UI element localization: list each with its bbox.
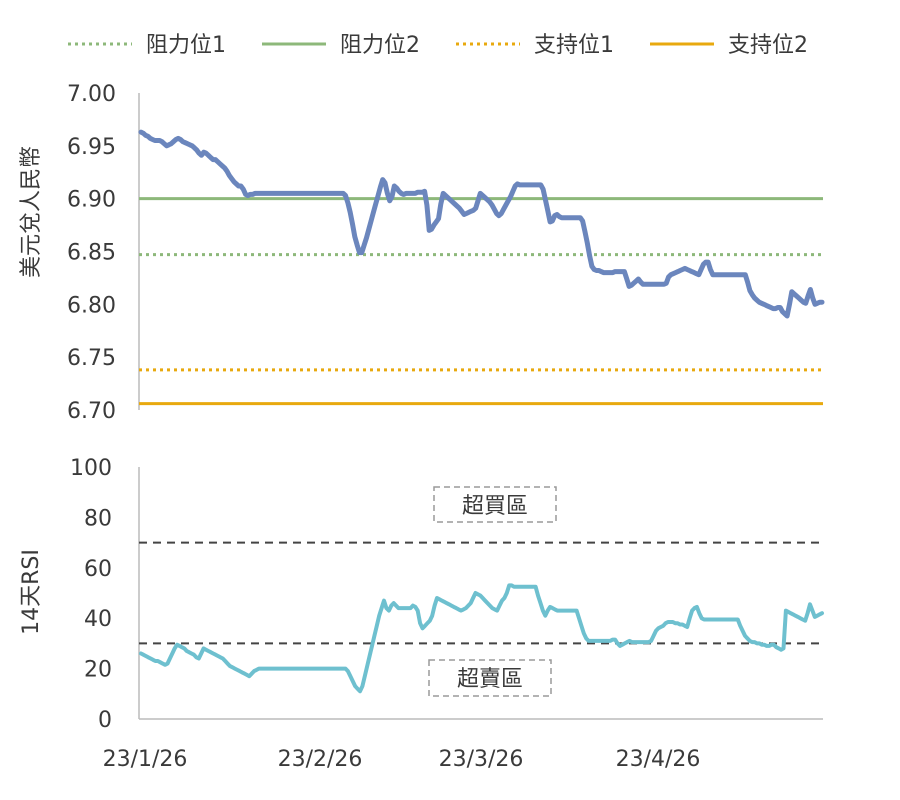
- legend-item-support1: 支持位1: [456, 33, 614, 58]
- oversold-box: [428, 659, 552, 697]
- fx-y-tick-label: 6.95: [67, 135, 116, 160]
- oversold-label: 超賣區: [457, 667, 523, 692]
- overbought-annotation: 超買區: [433, 486, 557, 523]
- overbought-label: 超買區: [462, 494, 528, 519]
- rsi-y-tick-label: 100: [70, 456, 112, 481]
- x-tick-label: 23/1/26: [103, 747, 188, 772]
- fx-y-tick-label: 6.80: [67, 293, 116, 318]
- legend-label-support1: 支持位1: [534, 33, 614, 58]
- x-axis-ticks: 23/1/26 23/2/26 23/3/26 23/4/26: [103, 747, 701, 772]
- oversold-annotation: 超賣區: [428, 659, 552, 697]
- rsi-panel: 14天RSI 100 80 60 40 20 0 超買區 超賣區 23/1/26…: [19, 456, 824, 772]
- overbought-box: [433, 486, 557, 523]
- rsi-y-tick-label: 40: [84, 607, 112, 632]
- x-tick-label: 23/2/26: [278, 747, 363, 772]
- rsi-y-ticks: 100 80 60 40 20 0: [70, 456, 112, 733]
- legend-label-support2: 支持位2: [728, 33, 808, 58]
- rsi-y-axis-title: 14天RSI: [19, 549, 44, 635]
- fx-y-tick-label: 6.90: [67, 188, 116, 213]
- rsi-y-tick-label: 80: [84, 506, 112, 531]
- fx-y-tick-label: 7.00: [67, 82, 116, 107]
- fx-y-tick-label: 6.75: [67, 346, 116, 371]
- fx-y-ticks: 7.00 6.95 6.90 6.85 6.80 6.75 6.70: [67, 82, 116, 424]
- legend-item-support2: 支持位2: [650, 33, 808, 58]
- legend-label-resistance1: 阻力位1: [146, 33, 226, 58]
- x-tick-label: 23/3/26: [439, 747, 524, 772]
- fx-y-tick-label: 6.85: [67, 241, 116, 266]
- legend: 阻力位1 阻力位2 支持位1 支持位2: [68, 33, 808, 58]
- legend-label-resistance2: 阻力位2: [340, 33, 420, 58]
- rsi-y-tick-label: 60: [84, 557, 112, 582]
- rsi-y-tick-label: 20: [84, 658, 112, 683]
- fx-rate-series-line: [138, 129, 825, 319]
- x-tick-label: 23/4/26: [616, 747, 701, 772]
- legend-item-resistance2: 阻力位2: [262, 33, 420, 58]
- rsi-series-line: [139, 583, 824, 694]
- legend-item-resistance1: 阻力位1: [68, 33, 226, 58]
- fx-y-tick-label: 6.70: [67, 399, 116, 424]
- rsi-y-tick-label: 0: [98, 708, 112, 733]
- fx-rate-panel: 美元兌人民幣 7.00 6.95 6.90 6.85 6.80 6.75 6.7…: [19, 82, 825, 424]
- fx-y-axis-title: 美元兌人民幣: [19, 146, 44, 278]
